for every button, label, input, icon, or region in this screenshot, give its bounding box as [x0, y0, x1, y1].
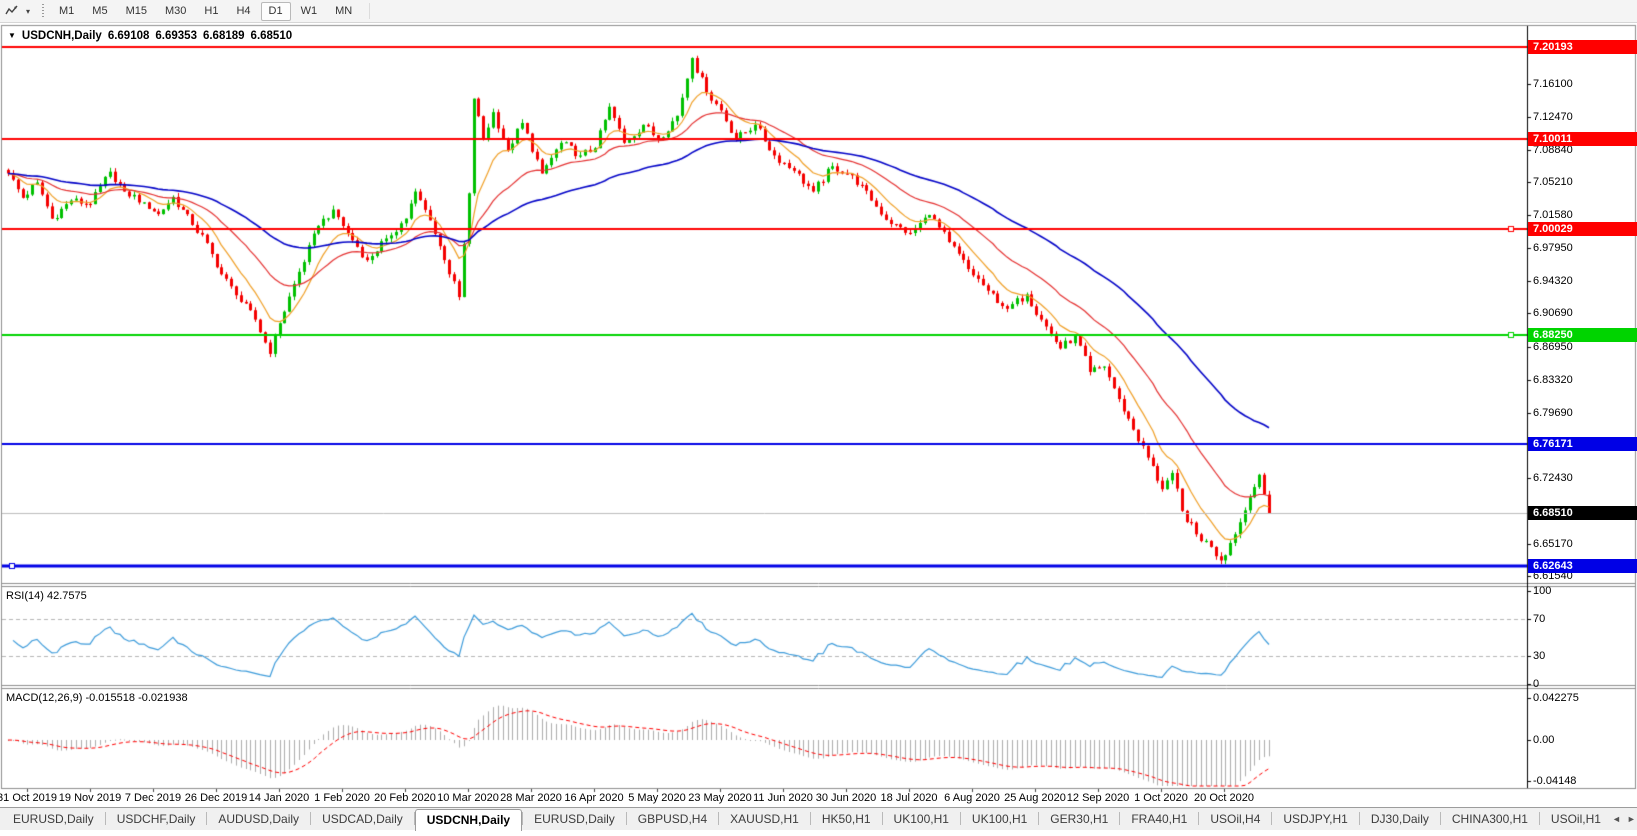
tab-eurusd-daily[interactable]: EURUSD,Daily	[534, 812, 615, 826]
tab-usdjpy-h1[interactable]: USDJPY,H1	[1283, 812, 1348, 826]
tab-usdcad-daily[interactable]: USDCAD,Daily	[322, 812, 403, 826]
chart-tools-icon[interactable]	[2, 2, 22, 20]
tab-separator	[1538, 812, 1540, 825]
timeframe-button-group: M1 M5 M15 M30 H1 H4 D1 W1 MN	[50, 1, 361, 21]
toolbar: ▾ M1 M5 M15 M30 H1 H4 D1 W1 MN	[0, 0, 1637, 23]
tab-separator	[104, 812, 106, 825]
dropdown-caret-icon[interactable]: ▾	[25, 6, 30, 16]
tab-separator	[206, 812, 208, 825]
tab-separator	[625, 812, 627, 825]
tab-uk100-h1[interactable]: UK100,H1	[971, 812, 1028, 826]
tab-gbpusd-h4[interactable]: GBPUSD,H4	[637, 812, 708, 826]
timeframe-button-m15[interactable]: M15	[125, 4, 147, 17]
toolbar-drag-handle[interactable]	[42, 4, 44, 18]
tab-scroll-arrows: ◄ ►	[1612, 814, 1637, 830]
tab-separator	[809, 812, 811, 825]
timeframe-button-d1[interactable]: D1	[260, 1, 291, 21]
tab-separator	[1198, 812, 1200, 825]
tab-usdchf-daily[interactable]: USDCHF,Daily	[116, 812, 196, 826]
tab-china300-h1[interactable]: CHINA300,H1	[1451, 812, 1528, 826]
tab-uk100-h1[interactable]: UK100,H1	[893, 812, 949, 826]
timeframe-button-h1[interactable]: H1	[204, 4, 219, 17]
timeframe-button-h4[interactable]: H4	[236, 4, 251, 17]
tab-eurusd-daily[interactable]: EURUSD,Daily	[13, 812, 94, 826]
tab-usdcnh-daily[interactable]: USDCNH,Daily	[414, 809, 523, 831]
timeframe-button-mn[interactable]: MN	[335, 4, 353, 17]
tab-separator	[1038, 812, 1040, 825]
toolbar-separator	[369, 3, 371, 19]
tab-audusd-daily[interactable]: AUDUSD,Daily	[218, 812, 300, 826]
tab-separator	[1119, 812, 1121, 825]
tab-hk50-h1[interactable]: HK50,H1	[821, 812, 871, 826]
tab-separator	[959, 812, 961, 825]
tab-separator	[1271, 812, 1273, 825]
chart-tab-bar: EURUSD,Daily USDCHF,Daily AUDUSD,Daily USDC…	[0, 807, 1637, 831]
timeframe-button-w1[interactable]: W1	[300, 4, 318, 17]
tab-xauusd-h1[interactable]: XAUUSD,H1	[730, 812, 799, 826]
tab-separator	[522, 812, 524, 825]
timeframe-button-m1[interactable]: M1	[59, 4, 75, 17]
tab-separator	[1439, 812, 1441, 825]
tab-separator	[413, 812, 415, 825]
tab-separator	[881, 812, 883, 825]
tab-ger30-h1[interactable]: GER30,H1	[1050, 812, 1109, 826]
tab-usoil-h1[interactable]: USOil,H1	[1550, 812, 1601, 826]
timeframe-button-m30[interactable]: M30	[164, 4, 187, 17]
tab-fra40-h1[interactable]: FRA40,H1	[1131, 812, 1188, 826]
chart-tabs: EURUSD,Daily USDCHF,Daily AUDUSD,Daily USDC…	[2, 808, 1612, 831]
tab-scroll-right-icon[interactable]: ►	[1626, 814, 1636, 824]
tab-separator	[310, 812, 312, 825]
timeframe-button-m5[interactable]: M5	[92, 4, 108, 17]
tab-separator	[1358, 812, 1360, 825]
tab-dj30-daily[interactable]: DJ30,Daily	[1370, 812, 1429, 826]
tab-scroll-left-icon[interactable]: ◄	[1611, 814, 1621, 824]
tab-separator	[718, 812, 720, 825]
tab-usoil-h4[interactable]: USOil,H4	[1210, 812, 1261, 826]
